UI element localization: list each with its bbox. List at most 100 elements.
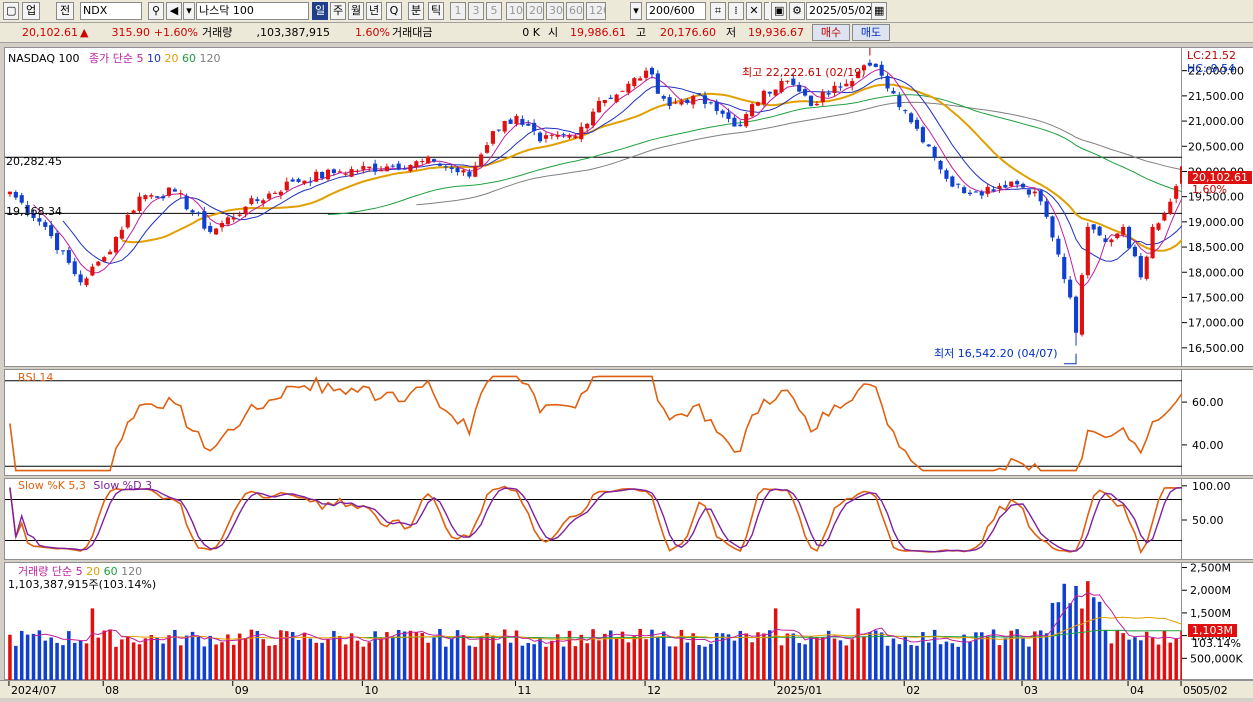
candle-body xyxy=(373,163,378,172)
gear-icon[interactable]: ⚙ xyxy=(789,2,805,20)
high-arrow-icon xyxy=(859,46,871,56)
volume-panel[interactable] xyxy=(4,562,1184,681)
search-icon[interactable]: ⚲ xyxy=(148,2,164,20)
volume-bar xyxy=(779,645,784,681)
calendar-icon[interactable]: ▦ xyxy=(871,2,887,20)
volume-bar xyxy=(102,630,106,681)
toolbar-item-17[interactable]: 60 xyxy=(566,2,584,20)
ma-line-60 xyxy=(327,94,1183,215)
candle-body xyxy=(90,266,95,276)
volume-bar xyxy=(1139,640,1143,681)
dropdown-icon[interactable]: ▾ xyxy=(183,2,195,20)
candle-body xyxy=(1003,184,1008,188)
low-arrow-icon xyxy=(1064,353,1077,365)
volume-bar xyxy=(915,645,919,681)
toolbar-item-13[interactable]: 5 xyxy=(486,2,502,20)
rsi-axis-svg: 40.00 60.00 xyxy=(1182,396,1224,452)
volume-bar xyxy=(373,631,377,681)
date-tick-label: 04 xyxy=(1130,684,1144,697)
candle-body xyxy=(797,84,802,92)
volume-bar xyxy=(1150,637,1155,681)
toolbar-item-14[interactable]: 10 xyxy=(506,2,524,20)
window-icon[interactable]: ▢ xyxy=(3,2,19,20)
toolbar-item-1[interactable]: 전 xyxy=(56,2,74,20)
date-tick-label: 10 xyxy=(364,684,378,697)
volume-bar xyxy=(1091,597,1096,681)
volume-bar xyxy=(756,632,760,681)
toolbar-item-18[interactable]: 120 xyxy=(586,2,606,20)
toolbar-item-0[interactable]: 업 xyxy=(22,2,40,20)
toolbar-item-9[interactable]: 분 xyxy=(408,2,424,20)
ma-line-5 xyxy=(33,68,1183,289)
candle-body xyxy=(355,170,360,172)
scroll-dropdown[interactable]: ▾ xyxy=(630,2,642,20)
volume-bar xyxy=(879,632,884,681)
price-tick-label: 20,500.00 xyxy=(1188,140,1244,153)
toolbar-item-12[interactable]: 3 xyxy=(468,2,484,20)
volume-bar xyxy=(343,644,348,681)
volume-bar xyxy=(544,646,548,681)
volume-bar xyxy=(1144,631,1149,681)
candle-body xyxy=(973,191,978,193)
candle-body xyxy=(25,205,30,214)
candle-body xyxy=(431,159,437,162)
toolbar-item-10[interactable]: 틱 xyxy=(428,2,444,20)
candle-body xyxy=(137,196,142,212)
candle-body xyxy=(349,169,354,177)
volume-bar xyxy=(891,638,896,681)
stoch-tick-label: 100.00 xyxy=(1192,480,1231,493)
sell-button[interactable]: 매도 xyxy=(852,24,890,41)
toolbar-item-4[interactable]: 일 xyxy=(312,2,328,20)
candle-body xyxy=(37,218,42,222)
volume-ma-line-5 xyxy=(33,591,1183,644)
candle-body xyxy=(325,169,331,180)
candle-body xyxy=(620,90,625,92)
disk-icon[interactable]: ▣ xyxy=(771,2,787,20)
chart-tool-icon[interactable]: ⌗ xyxy=(710,2,726,20)
candle-body xyxy=(891,90,896,94)
stochastic-axis: 50.00 100.00 xyxy=(1182,478,1253,560)
toolbar-item-6[interactable]: 월 xyxy=(348,2,364,20)
price-axis: 16,500.00 17,000.00 17,500.00 18,000.00 18,5… xyxy=(1182,47,1253,367)
toolbar-item-16[interactable]: 30 xyxy=(546,2,564,20)
stoch-d-label: Slow %D 3 xyxy=(93,479,153,492)
toolbar-item-2[interactable]: NDX xyxy=(80,2,142,20)
volume-tick-label: 2,500M xyxy=(1190,563,1231,575)
toolbar-item-11[interactable]: 1 xyxy=(450,2,466,20)
candle-body xyxy=(962,187,967,194)
price-chart[interactable] xyxy=(5,46,1185,368)
candle-body xyxy=(1103,238,1108,243)
toolbar-item-8[interactable]: Q xyxy=(386,2,402,20)
rsi-tick-label: 40.00 xyxy=(1192,439,1224,452)
volume-bar xyxy=(591,629,595,681)
toolbar-item-20[interactable]: 2025/05/02 xyxy=(806,2,886,20)
rsi-panel[interactable] xyxy=(4,369,1183,477)
candle-body xyxy=(997,185,1002,189)
volume-bar xyxy=(838,640,843,681)
volume-bar xyxy=(137,644,142,681)
toolbar-item-5[interactable]: 주 xyxy=(330,2,346,20)
candle-body xyxy=(13,191,18,198)
stochastic-chart[interactable] xyxy=(5,479,1183,561)
stochastic-panel[interactable] xyxy=(4,478,1183,561)
rsi-chart[interactable] xyxy=(5,370,1183,477)
candle-tool-icon[interactable]: ⁞ xyxy=(728,2,744,20)
volume-bar xyxy=(131,642,136,681)
toolbar-item-3[interactable]: 나스닥 100 xyxy=(196,2,309,20)
candle-body xyxy=(761,90,766,105)
sound-icon[interactable]: ◀ xyxy=(166,2,182,20)
date-tick-label: 05 xyxy=(1183,684,1197,697)
price-panel[interactable] xyxy=(4,46,1185,368)
buy-button[interactable]: 매수 xyxy=(812,24,850,41)
volume-chart[interactable] xyxy=(5,563,1184,681)
toolbar-item-7[interactable]: 년 xyxy=(366,2,382,20)
candle-body xyxy=(614,94,619,102)
toolbar-item-15[interactable]: 20 xyxy=(526,2,544,20)
candle-body xyxy=(726,112,731,119)
candle-body xyxy=(732,117,737,127)
volume-bar xyxy=(767,630,772,681)
toolbar-item-19[interactable]: 200/600 xyxy=(646,2,706,20)
compare-tool-icon[interactable]: ✕ xyxy=(746,2,762,20)
candle-body xyxy=(166,187,172,196)
